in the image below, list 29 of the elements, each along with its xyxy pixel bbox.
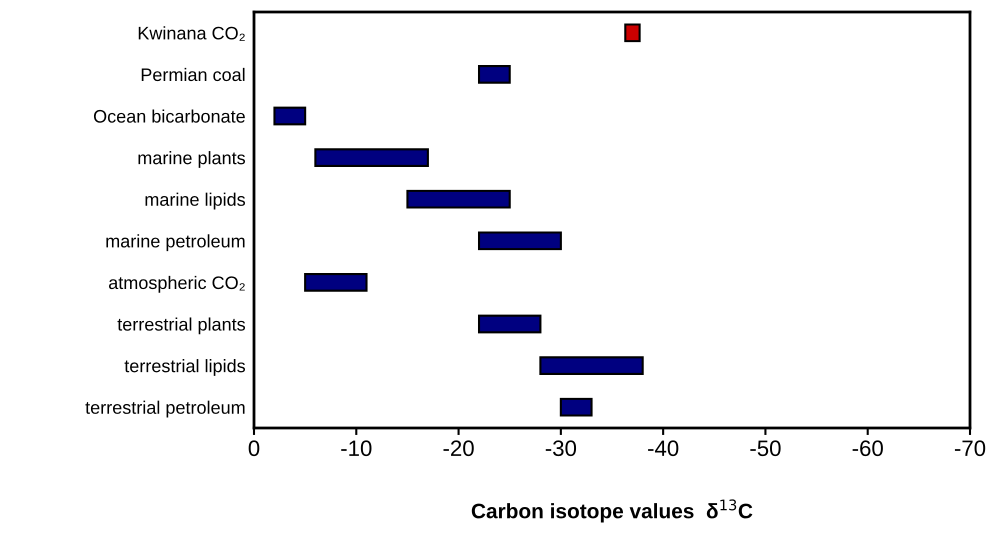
x-tick-label: 0 [248,440,260,456]
bar [560,398,593,417]
bar [478,314,542,334]
y-tick-label: Kwinana CO₂ [138,26,245,41]
x-tick-label: -30 [546,440,576,456]
x-tick-label: -60 [852,440,883,456]
y-tick-label: Ocean bicarbonate [94,109,245,123]
x-tick-label: -70 [954,440,986,456]
bar [539,356,644,375]
x-tick-label: -50 [750,440,781,456]
bar [406,190,511,209]
y-tick-label: marine petroleum [106,234,244,252]
y-tick-label: atmospheric CO₂ [108,276,245,293]
y-tick-label: marine lipids [146,192,246,210]
bar [304,273,368,292]
bar [478,65,511,84]
bar [478,231,562,250]
x-axis-title: Carbon isotope values δ$^{13}$C [472,499,752,523]
bar [273,106,306,126]
bar [624,23,641,42]
y-tick-label: terrestrial petroleum [85,400,244,418]
y-tick-label: terrestrial lipids [124,359,246,376]
x-tick-label: -20 [444,440,474,456]
y-tick-label: marine plants [138,151,246,168]
y-tick-label: terrestrial plants [118,317,246,334]
bar [314,148,429,167]
y-tick-label: Permian coal [142,68,244,82]
x-tick-label: -40 [648,440,678,456]
x-tick-label: -10 [341,440,372,456]
